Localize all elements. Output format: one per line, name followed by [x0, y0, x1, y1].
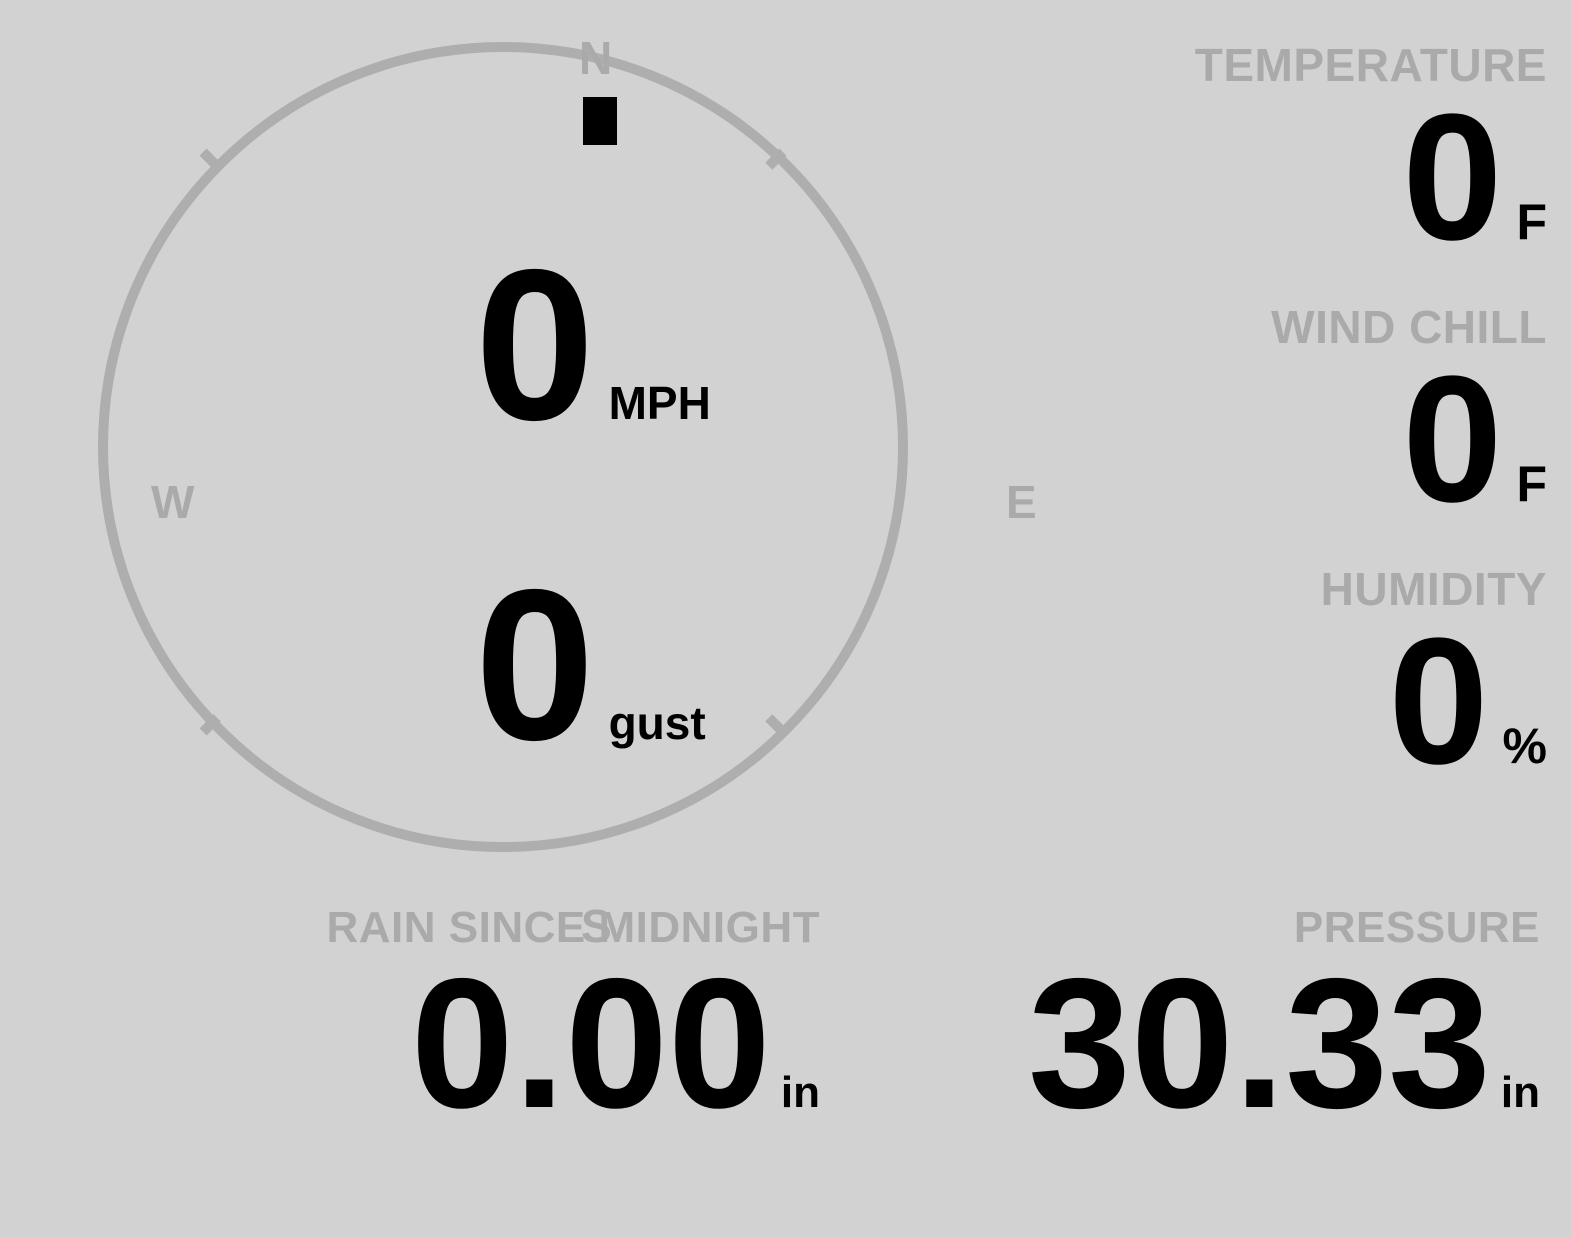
temperature-unit: F: [1516, 194, 1547, 250]
pressure-unit: in: [1500, 1068, 1540, 1117]
rain-label: RAIN SINCE MIDNIGHT: [326, 903, 820, 952]
pressure-value: 30.33: [1027, 941, 1491, 1147]
wind-gust-readout: 0 gust: [475, 557, 706, 772]
wind-gust-unit: gust: [608, 697, 706, 749]
metric-rain-since-midnight: RAIN SINCE MIDNIGHT 0.00 in: [180, 903, 821, 1137]
wind-chill-readout: 0 F: [1027, 350, 1547, 530]
temperature-value: 0: [1402, 77, 1503, 278]
wind-chill-value: 0: [1402, 339, 1503, 540]
wind-direction-marker-icon: [583, 97, 617, 145]
compass-label-south: S: [581, 900, 612, 952]
rain-value: 0.00: [410, 941, 771, 1147]
rain-unit: in: [780, 1068, 820, 1117]
rain-readout: 0.00 in: [180, 952, 820, 1137]
temperature-readout: 0 F: [1027, 88, 1547, 268]
wind-gust-value: 0: [475, 544, 595, 785]
metric-humidity: HUMIDITY 0 %: [1027, 566, 1547, 792]
pressure-readout: 30.33 in: [880, 952, 1540, 1137]
metric-wind-chill: WIND CHILL 0 F: [1027, 304, 1547, 530]
wind-speed-unit: MPH: [608, 377, 711, 429]
compass-ring-icon: [98, 42, 908, 852]
metric-pressure: PRESSURE 30.33 in: [880, 906, 1540, 1137]
wind-speed-readout: 0 MPH: [475, 237, 711, 452]
humidity-label: HUMIDITY: [1320, 563, 1547, 615]
wind-chill-label: WIND CHILL: [1271, 301, 1547, 353]
humidity-unit: %: [1502, 718, 1547, 774]
compass-label-east: E: [1006, 476, 1037, 528]
compass-label-north: N: [579, 32, 613, 84]
humidity-value: 0: [1388, 601, 1489, 802]
metric-temperature: TEMPERATURE 0 F: [1027, 42, 1547, 268]
temperature-label: TEMPERATURE: [1194, 39, 1547, 91]
bottom-metrics-row: RAIN SINCE MIDNIGHT 0.00 in PRESSURE 30.…: [0, 900, 1571, 1160]
pressure-label: PRESSURE: [1293, 903, 1540, 952]
compass-dial[interactable]: N E S W 0 MPH 0 gust: [98, 35, 1037, 949]
wind-compass-panel: N E S W 0 MPH 0 gust: [0, 0, 1037, 949]
wind-chill-unit: F: [1516, 456, 1547, 512]
compass-label-west: W: [151, 476, 195, 528]
humidity-readout: 0 %: [1027, 612, 1547, 792]
wind-speed-value: 0: [475, 224, 595, 465]
right-metrics-column: TEMPERATURE 0 F WIND CHILL 0 F HUMIDITY …: [1027, 42, 1547, 792]
